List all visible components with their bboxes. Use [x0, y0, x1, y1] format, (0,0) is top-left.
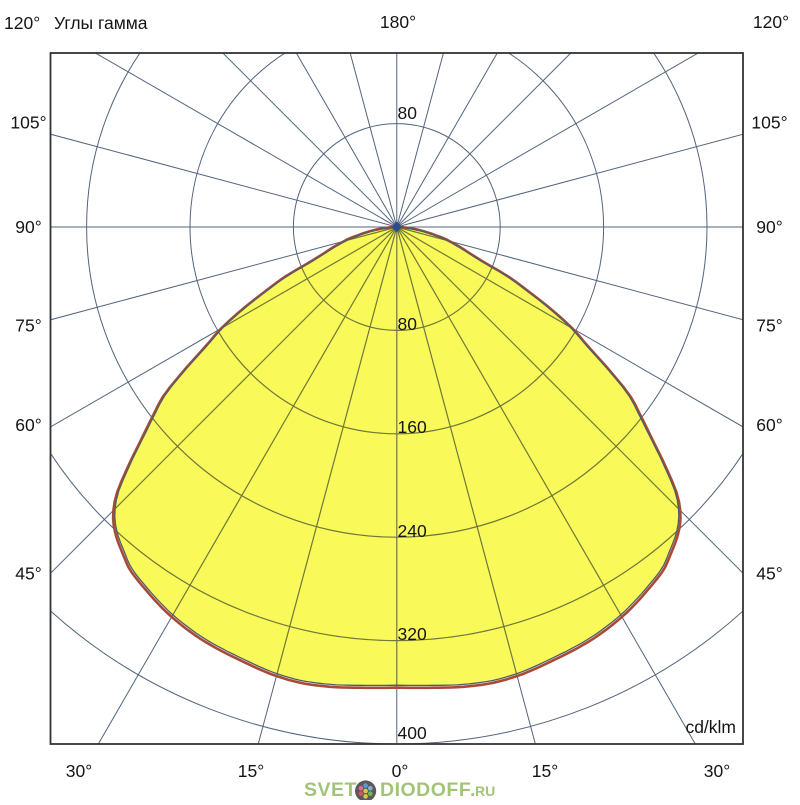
svg-text:105°: 105°: [751, 113, 787, 133]
svg-text:90°: 90°: [756, 217, 782, 237]
svg-text:30°: 30°: [66, 761, 92, 781]
svg-text:45°: 45°: [15, 564, 41, 584]
svg-text:75°: 75°: [15, 316, 41, 336]
svg-text:120°: 120°: [4, 13, 40, 33]
svg-text:90°: 90°: [15, 217, 41, 237]
svg-text:.: .: [470, 779, 475, 800]
svg-text:240: 240: [398, 521, 427, 541]
svg-text:75°: 75°: [756, 316, 782, 336]
svg-text:DIODOFF: DIODOFF: [380, 779, 471, 800]
svg-text:RU: RU: [475, 783, 495, 799]
svg-text:80: 80: [398, 103, 418, 123]
svg-text:80: 80: [398, 314, 418, 334]
svg-text:105°: 105°: [10, 113, 46, 133]
svg-text:15°: 15°: [532, 761, 558, 781]
svg-text:30°: 30°: [704, 761, 730, 781]
svg-text:Углы гамма: Углы гамма: [54, 13, 148, 33]
svg-text:180°: 180°: [380, 12, 416, 32]
svg-text:60°: 60°: [15, 415, 41, 435]
svg-text:45°: 45°: [756, 564, 782, 584]
svg-text:400: 400: [398, 723, 427, 743]
svg-text:cd/klm: cd/klm: [685, 717, 736, 737]
svg-text:320: 320: [398, 624, 427, 644]
svg-text:SVET: SVET: [304, 779, 357, 800]
svg-text:15°: 15°: [238, 761, 264, 781]
svg-text:0°: 0°: [392, 761, 409, 781]
svg-text:160: 160: [398, 417, 427, 437]
svg-text:60°: 60°: [756, 415, 782, 435]
svg-text:120°: 120°: [753, 12, 789, 32]
